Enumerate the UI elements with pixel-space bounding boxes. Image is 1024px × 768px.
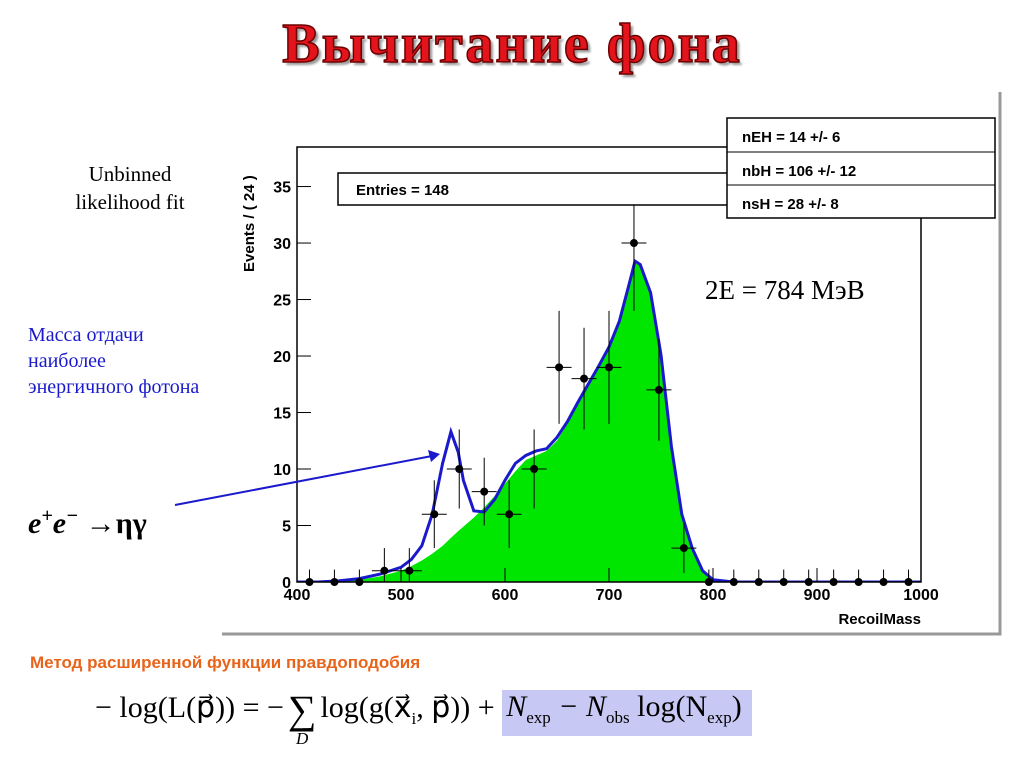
- data-point: [480, 487, 489, 496]
- note-line: Unbinned: [88, 162, 172, 186]
- entries-box: [337, 172, 759, 206]
- data-point: [629, 239, 638, 248]
- y-tick-label: 5: [282, 519, 291, 536]
- y-tick-label: 10: [273, 462, 291, 479]
- arrow-head: [428, 450, 440, 462]
- mass-note: Масса отдачи наиболее энергичного фотона: [28, 322, 199, 400]
- note-line: энергичного фотона: [28, 376, 200, 398]
- y-tick-label: 30: [273, 236, 291, 253]
- note-line: наиболее: [28, 350, 106, 372]
- stats-box: [726, 117, 996, 219]
- entries-text: Entries = 148: [356, 182, 449, 199]
- data-point: [654, 385, 663, 394]
- reaction-part: e: [28, 507, 42, 540]
- formula-part: log(N: [629, 690, 708, 723]
- y-tick-label: 25: [273, 293, 291, 310]
- data-point: [530, 465, 539, 474]
- x-tick-label: 400: [284, 587, 311, 604]
- y-axis-title: Events / ( 24 ): [241, 175, 258, 272]
- formula-sum: ∑ D: [287, 687, 317, 748]
- note-line: Масса отдачи: [28, 324, 144, 346]
- reaction-part: →ηγ: [85, 507, 147, 540]
- reaction-part: −: [66, 505, 79, 527]
- formula-part: ): [731, 690, 742, 723]
- reaction-part: e: [52, 507, 67, 540]
- x-tick-label: 800: [700, 587, 727, 604]
- data-point: [430, 510, 439, 519]
- data-point: [555, 363, 564, 372]
- reaction-part: +: [41, 505, 53, 527]
- stats-text: nsH = 28 +/- 8: [742, 196, 839, 213]
- stats-text: nbH = 106 +/- 12: [742, 163, 856, 180]
- plot-area: 0 5 10 15 20 25 30 35 400 500 600 700 800 900 1000: [273, 175, 939, 604]
- formula-part: log(g(x⃗: [320, 691, 412, 724]
- formula-part: , p⃗)) +: [416, 691, 495, 724]
- data-point: [605, 363, 613, 372]
- x-axis-title: RecoilMass: [838, 611, 921, 628]
- reaction: e+e− →ηγ: [28, 505, 147, 541]
- y-tick-label: 20: [273, 349, 291, 366]
- data-point: [405, 566, 414, 575]
- formula-highlight: Nexp − Nobs log(Nexp): [502, 690, 752, 736]
- x-tick-label: 500: [388, 587, 415, 604]
- x-tick-label: 1000: [903, 587, 939, 604]
- formula-part: obs: [606, 708, 630, 727]
- chart: 0 5 10 15 20 25 30 35 400 500 600 700 800 900 1000 Ent…: [174, 92, 1002, 636]
- formula-part: ∑: [287, 687, 317, 732]
- formula-part: D: [296, 729, 309, 748]
- note-line: likelihood fit: [75, 190, 185, 214]
- slide-title: Вычитание фона: [281, 12, 742, 76]
- x-tick-label: 700: [596, 587, 623, 604]
- fit-note: Unbinned likelihood fit: [40, 160, 220, 216]
- stats-text: nEH = 14 +/- 6: [742, 129, 840, 146]
- y-tick-label: 35: [273, 180, 291, 197]
- x-tick-label: 900: [804, 587, 831, 604]
- panel-shadow: [222, 92, 1002, 636]
- x-tick-label: 600: [492, 587, 519, 604]
- formula: − log(L(p⃗)) = − ∑ D log(g(x⃗i, p⃗)) + Ne…: [95, 690, 752, 747]
- y-tick-label: 0: [282, 575, 291, 592]
- plot-frame: [296, 146, 922, 583]
- formula-part: N: [506, 690, 527, 723]
- formula-part: i: [411, 709, 417, 728]
- formula-part: − log(L(p⃗)) = −: [95, 691, 284, 724]
- formula-part: exp: [707, 708, 732, 727]
- y-tick-label: 15: [273, 406, 291, 423]
- method-caption: Метод расширенной функции правдоподобия: [30, 653, 421, 672]
- data-point: [380, 566, 389, 575]
- data-point: [679, 544, 688, 553]
- data-point: [580, 374, 589, 383]
- fit-curve: [297, 258, 921, 582]
- formula-part: − N: [550, 690, 607, 723]
- energy-label: 2E = 784 МэВ: [705, 275, 865, 305]
- arrow: [174, 455, 433, 506]
- data-point: [455, 465, 464, 474]
- data-point: [505, 510, 514, 519]
- formula-part: exp: [526, 708, 551, 727]
